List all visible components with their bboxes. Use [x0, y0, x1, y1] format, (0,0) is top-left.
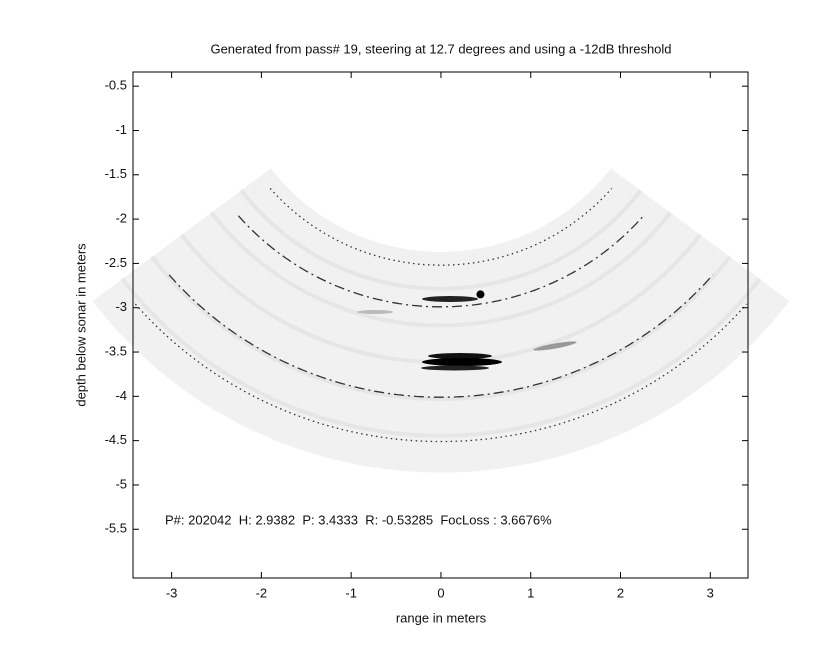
y-tick-label: -5.5: [105, 521, 127, 536]
sector-band: [150, 255, 732, 402]
echo: [533, 341, 577, 351]
target-marker: [476, 290, 485, 299]
x-tick-label: -2: [256, 585, 268, 600]
echo: [422, 358, 502, 366]
range-arc: [237, 215, 644, 308]
x-tick-label: 1: [527, 585, 534, 600]
y-tick-label: -2: [115, 211, 127, 226]
x-tick-label: 0: [437, 585, 444, 600]
echo: [428, 353, 492, 359]
y-tick-label: -1: [115, 122, 127, 137]
y-tick-label: -4: [115, 388, 127, 403]
sector-band: [209, 211, 672, 328]
echo: [421, 365, 489, 371]
sonar-image: [92, 168, 790, 473]
y-tick-label: -3: [115, 299, 127, 314]
annotation: P#: 202042 H: 2.9382 P: 3.4333 R: -0.532…: [165, 512, 552, 527]
echo: [422, 296, 478, 302]
range-arc: [168, 274, 714, 398]
x-tick-label: 2: [617, 585, 624, 600]
y-tick-label: -5: [115, 476, 127, 491]
y-tick-label: -2.5: [105, 255, 127, 270]
y-tick-label: -4.5: [105, 432, 127, 447]
chart-title: Generated from pass# 19, steering at 12.…: [210, 41, 671, 56]
sector-band: [120, 277, 762, 438]
y-tick-label: -0.5: [105, 78, 127, 93]
y-tick-label: -3.5: [105, 343, 127, 358]
range-arc: [134, 303, 747, 443]
x-tick-label: -1: [345, 585, 357, 600]
y-tick-label: -1.5: [105, 166, 127, 181]
x-tick-label: -3: [166, 585, 178, 600]
y-axis-label: depth below sonar in meters: [73, 243, 88, 407]
echo-blobs: [357, 296, 577, 371]
echo: [357, 310, 393, 314]
sector-band: [239, 189, 643, 291]
x-tick-label: 3: [707, 585, 714, 600]
x-axis-label: range in meters: [396, 610, 487, 625]
